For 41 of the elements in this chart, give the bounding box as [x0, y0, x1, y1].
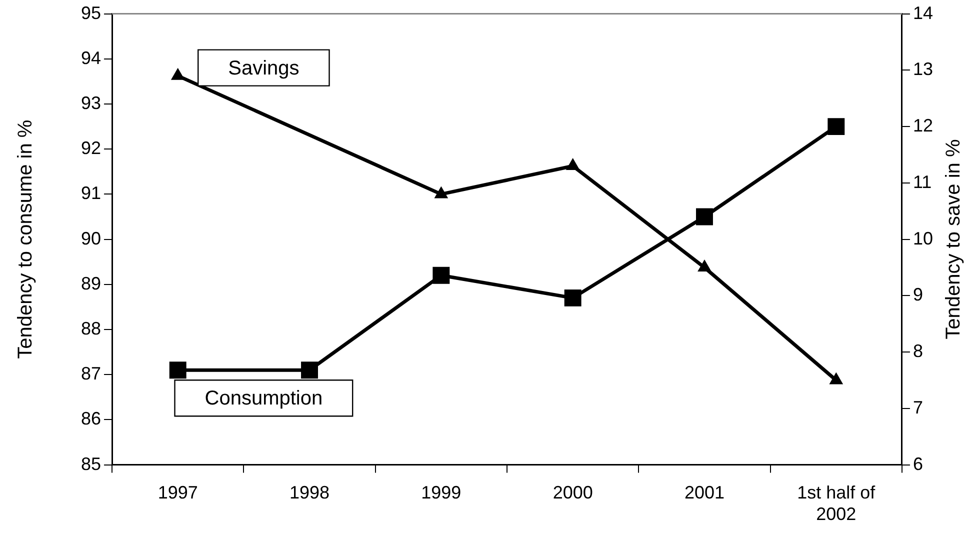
- x-tick-label: 1999: [421, 482, 462, 503]
- point: [564, 289, 582, 306]
- y2-tick-label: 6: [912, 454, 923, 474]
- point: [828, 118, 845, 136]
- y-tick-label: 85: [80, 454, 102, 474]
- y-tick-label: 94: [80, 48, 102, 68]
- y-tick-label: 89: [80, 273, 102, 294]
- y2-tick-label: 12: [912, 116, 934, 136]
- x-tick-label: 1st half of 2002: [797, 482, 876, 524]
- y2-axis-title: Tendency to save in %: [942, 139, 965, 340]
- point: [434, 186, 448, 198]
- x-tick-label: 1998: [289, 482, 330, 503]
- y2-tick-label: 7: [912, 397, 923, 418]
- y-tick-label: 92: [80, 138, 102, 158]
- point: [170, 68, 185, 80]
- x-tick-label: 2001: [684, 482, 725, 503]
- y-tick-label: 91: [80, 183, 102, 204]
- y-tick-label: 90: [80, 228, 102, 248]
- y2-tick-label: 9: [912, 284, 923, 305]
- y-axis-title: Tendency to consume in %: [14, 120, 37, 359]
- point: [566, 158, 580, 170]
- y-tick-label: 95: [80, 2, 102, 23]
- point: [696, 208, 713, 226]
- point: [301, 362, 318, 379]
- x-tick-label: 2000: [552, 482, 593, 503]
- series-label: Consumption: [204, 388, 323, 410]
- point: [432, 266, 450, 284]
- point: [829, 372, 844, 384]
- y2-tick-label: 13: [912, 59, 934, 80]
- y2-tick-label: 8: [912, 341, 923, 362]
- y-tick-label: 93: [80, 92, 102, 113]
- series-label: Savings: [228, 57, 300, 80]
- y-tick-label: 88: [80, 318, 102, 338]
- y-tick-label: 87: [80, 364, 102, 384]
- y2-tick-label: 10: [912, 228, 934, 248]
- x-tick-label: 1997: [158, 482, 198, 503]
- point: [169, 362, 186, 379]
- y-tick-label: 86: [80, 408, 102, 429]
- y2-tick-label: 14: [912, 2, 934, 23]
- y2-tick-label: 11: [912, 172, 932, 192]
- point: [698, 259, 712, 272]
